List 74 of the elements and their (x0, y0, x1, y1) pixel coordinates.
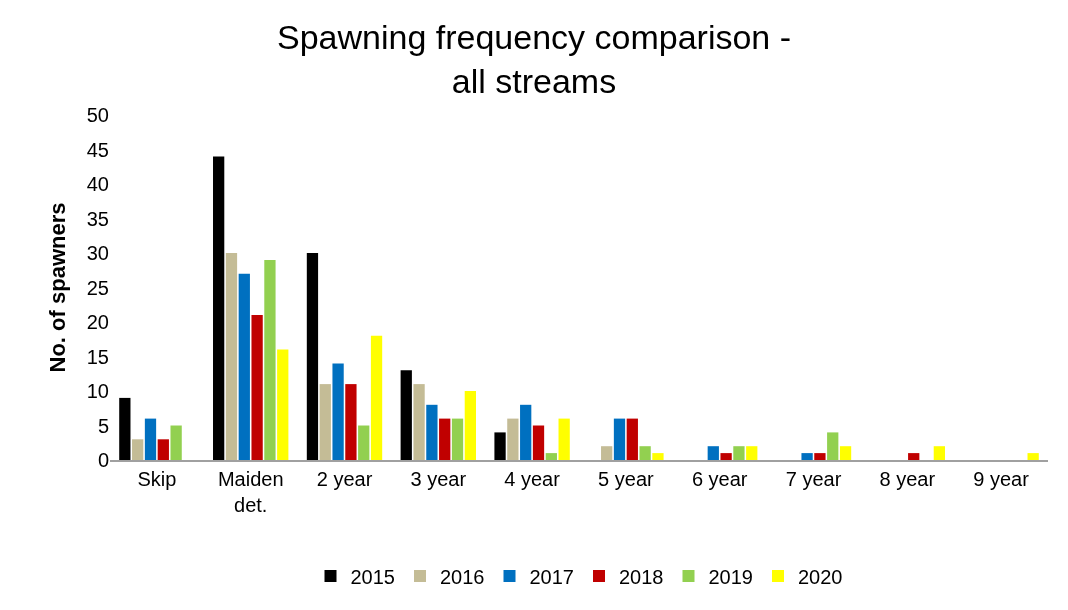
y-tick-label: 10 (86, 380, 109, 402)
y-tick-label: 50 (86, 104, 109, 126)
bar (413, 384, 425, 460)
bar (520, 404, 532, 460)
legend-label: 2019 (708, 565, 753, 588)
bar (400, 370, 412, 460)
bar (827, 432, 839, 460)
y-tick-label: 5 (97, 414, 109, 437)
y-tick-label: 15 (86, 345, 109, 368)
y-tick-label: 40 (86, 173, 109, 195)
x-tick-label: 9 year (973, 468, 1030, 490)
y-tick-label: 20 (86, 311, 109, 333)
y-tick-label: 30 (86, 242, 109, 264)
bar (933, 446, 945, 460)
bar (720, 453, 732, 460)
bar (264, 259, 276, 460)
bar (370, 335, 383, 460)
x-tick-label: 5 year (598, 468, 655, 490)
bar (613, 418, 626, 460)
legend-label: 2017 (529, 565, 574, 588)
x-tick-label: 4 year (504, 468, 561, 490)
bar (306, 253, 319, 460)
legend-label: 2015 (350, 565, 395, 588)
x-tick-label: 3 year (410, 468, 467, 490)
bar (213, 156, 225, 460)
bar (132, 439, 144, 460)
bar (707, 446, 719, 460)
bar (839, 446, 852, 460)
bar (277, 349, 289, 460)
bar (251, 315, 263, 460)
bar (558, 418, 570, 460)
bar (639, 446, 651, 460)
bar (908, 453, 920, 460)
bar (157, 439, 169, 460)
bar (652, 453, 664, 460)
bar (358, 425, 370, 460)
x-tick-label: 2 year (316, 468, 373, 490)
bar (801, 453, 813, 460)
bar (451, 418, 464, 460)
bar (494, 432, 506, 460)
bar (733, 446, 745, 460)
x-tick-label: 8 year (879, 468, 936, 490)
bar (144, 418, 157, 460)
x-tick-label: 6 year (691, 468, 748, 490)
bar (319, 384, 331, 460)
bar (332, 363, 344, 460)
chart-title: Spawning frequency comparison - all streams (276, 17, 792, 100)
bar (119, 397, 131, 460)
bar (507, 418, 519, 460)
bar (238, 273, 250, 460)
bar (1027, 453, 1039, 460)
y-axis-title: No. of spawners (44, 202, 70, 373)
y-tick-label: 35 (86, 207, 109, 230)
legend-label: 2020 (798, 565, 843, 588)
y-tick-label: 45 (86, 138, 109, 161)
bar (170, 425, 182, 460)
bar (439, 418, 451, 460)
bar (746, 446, 758, 460)
bar (545, 453, 557, 460)
bar (532, 425, 545, 460)
legend-label: 2016 (440, 565, 485, 588)
bar (345, 384, 357, 460)
x-tick-label: Maiden det. (217, 468, 284, 516)
bar (601, 446, 613, 460)
y-tick-label: 0 (97, 449, 109, 471)
bar (426, 404, 438, 460)
bar (626, 418, 638, 460)
bar (225, 253, 238, 460)
x-tick-label: Skip (137, 468, 177, 490)
bar (464, 391, 476, 460)
y-tick-label: 25 (86, 276, 109, 299)
x-tick-label: 7 year (785, 468, 842, 490)
bar (814, 453, 826, 460)
legend-label: 2018 (619, 565, 664, 588)
